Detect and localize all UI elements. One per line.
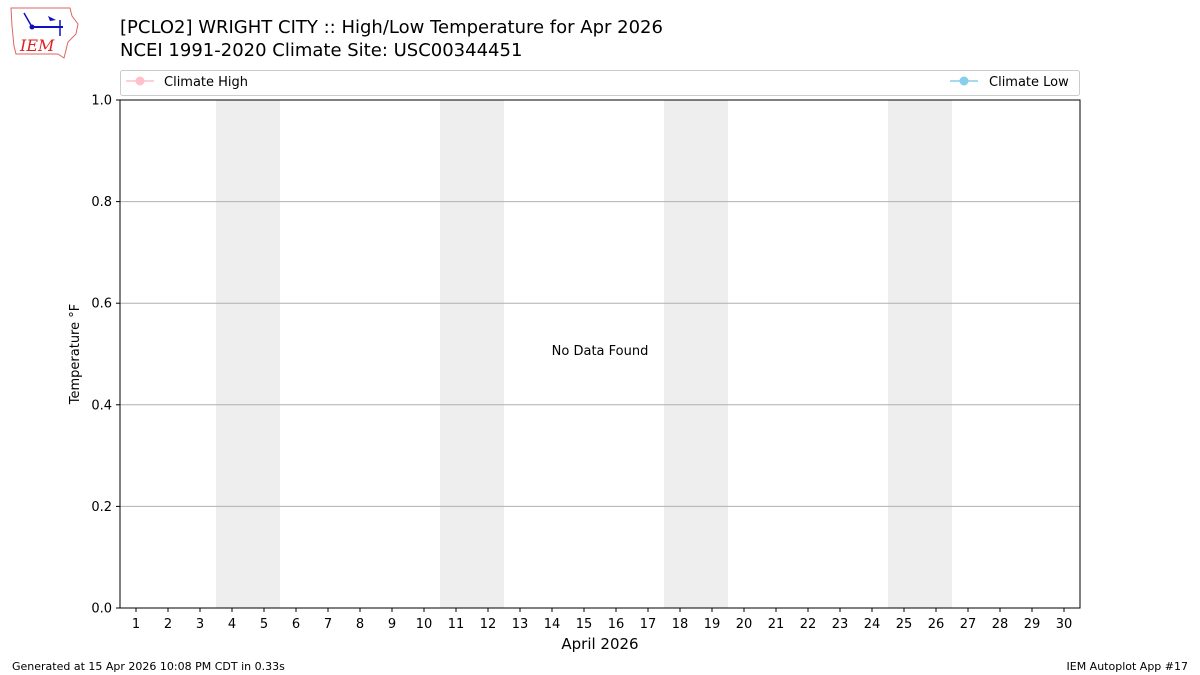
x-tick-label: 20 [736, 617, 753, 632]
legend-label-climate-low: Climate Low [989, 75, 1069, 90]
y-tick-label: 0.4 [91, 398, 112, 413]
app-label: IEM Autoplot App #17 [1066, 660, 1189, 673]
x-tick-label: 5 [260, 617, 268, 632]
x-tick-label: 25 [896, 617, 913, 632]
x-tick-label: 23 [832, 617, 849, 632]
x-tick-label: 14 [544, 617, 561, 632]
x-tick-label: 19 [704, 617, 721, 632]
x-tick-label: 28 [992, 617, 1009, 632]
x-tick-label: 24 [864, 617, 881, 632]
chart-title: [PCLO2] WRIGHT CITY :: High/Low Temperat… [120, 17, 663, 38]
legend-label-climate-high: Climate High [164, 75, 248, 90]
no-data-annotation: No Data Found [552, 344, 649, 359]
x-tick-label: 1 [132, 617, 140, 632]
x-tick-label: 17 [640, 617, 657, 632]
x-tick-label: 8 [356, 617, 364, 632]
y-axis-label: Temperature °F [68, 304, 83, 405]
chart-subtitle: NCEI 1991-2020 Climate Site: USC00344451 [120, 40, 523, 61]
y-tick-label: 0.2 [91, 500, 112, 515]
generated-timestamp: Generated at 15 Apr 2026 10:08 PM CDT in… [12, 660, 285, 673]
y-tick-label: 0.8 [91, 195, 112, 210]
iem-logo: IEM [10, 7, 79, 59]
x-tick-label: 18 [672, 617, 689, 632]
x-tick-label: 6 [292, 617, 300, 632]
logo-text: IEM [19, 36, 55, 55]
x-tick-label: 15 [576, 617, 593, 632]
weekend-shade [216, 100, 280, 608]
weekend-shade [664, 100, 728, 608]
x-tick-label: 4 [228, 617, 236, 632]
weekend-shade [888, 100, 952, 608]
legend-marker-climate-low [959, 76, 969, 86]
legend-marker-climate-high [135, 76, 145, 86]
weekend-shade [440, 100, 504, 608]
x-tick-label: 29 [1024, 617, 1041, 632]
x-tick-label: 9 [388, 617, 396, 632]
x-tick-label: 13 [512, 617, 529, 632]
x-tick-label: 12 [480, 617, 497, 632]
x-axis-label: April 2026 [561, 635, 638, 653]
x-tick-label: 2 [164, 617, 172, 632]
plot-frame [119, 99, 1081, 609]
x-tick-label: 10 [416, 617, 433, 632]
y-tick-label: 0.6 [91, 297, 112, 312]
x-tick-label: 26 [928, 617, 945, 632]
x-tick-label: 21 [768, 617, 785, 632]
x-tick-label: 22 [800, 617, 817, 632]
x-tick-label: 27 [960, 617, 977, 632]
legend: Climate High Climate Low [120, 70, 1080, 96]
x-tick-label: 7 [324, 617, 332, 632]
x-tick-label: 30 [1056, 617, 1073, 632]
x-tick-label: 3 [196, 617, 204, 632]
y-tick-label: 1.0 [91, 94, 112, 109]
y-tick-label: 0.0 [91, 602, 112, 617]
x-tick-label: 16 [608, 617, 625, 632]
x-tick-label: 11 [448, 617, 465, 632]
